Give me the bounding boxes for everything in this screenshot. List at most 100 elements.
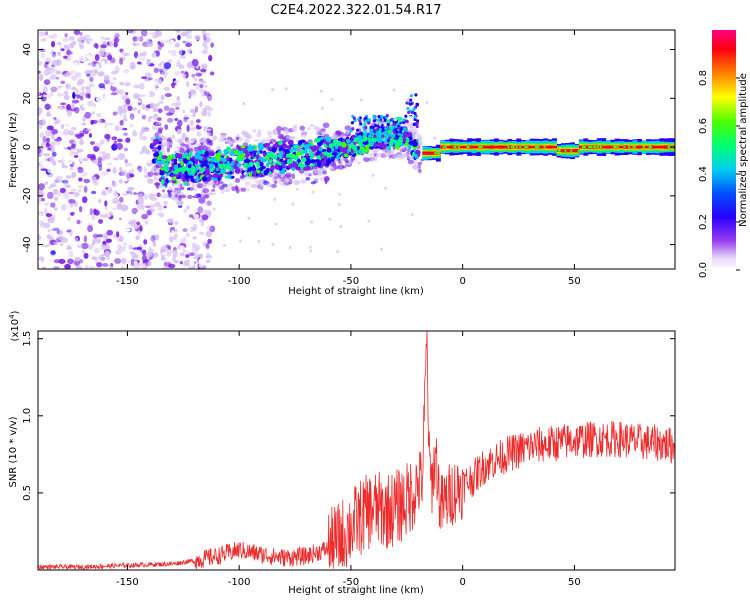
spectrogram-blob <box>170 230 175 237</box>
spectrogram-blob <box>66 244 72 250</box>
spectrogram-blob <box>204 84 208 88</box>
spectrogram-blob <box>81 242 89 250</box>
spectrogram-blob <box>44 31 49 36</box>
spectrogram-blob <box>198 258 205 266</box>
spectrogram-blob <box>68 199 76 204</box>
spectrogram-peak-segment <box>489 145 495 149</box>
spectrogram-blob <box>278 165 283 171</box>
spectrogram-blob <box>328 217 332 221</box>
spectrogram-blob <box>51 128 59 135</box>
spectrogram-blob <box>170 249 177 253</box>
spectrogram-blob <box>163 73 167 79</box>
spectrogram-blob <box>143 171 147 176</box>
spectrogram-blob <box>73 30 81 36</box>
spectrogram-blob <box>97 31 103 37</box>
spectrogram-blob <box>205 230 212 238</box>
spectrogram-blob <box>271 147 277 154</box>
spectrogram-blob <box>318 147 323 152</box>
spectrogram-blob <box>186 248 190 252</box>
spectrogram-blob <box>156 216 162 223</box>
spectrogram-blob <box>406 98 410 102</box>
spectrogram-blob <box>171 174 175 178</box>
spectrogram-blob <box>113 32 120 37</box>
spectrogram-blob <box>372 148 379 153</box>
spectrogram-blob <box>291 167 296 171</box>
spectrogram-blob <box>63 55 68 59</box>
spectrogram-blob <box>166 112 174 116</box>
spectrogram-blob <box>124 159 128 164</box>
spectrogram-blob <box>100 226 104 233</box>
spectrogram-blob <box>139 132 143 141</box>
spectrogram-blob <box>206 200 212 206</box>
spectrogram-blob <box>137 197 145 205</box>
spectrogram-blob <box>114 258 122 264</box>
spectrogram-blob <box>174 193 179 198</box>
spectrogram-blob <box>308 245 312 249</box>
spectrogram-blob <box>173 228 178 233</box>
spectrogram-blob <box>48 226 55 230</box>
spectrogram-blob <box>76 80 83 86</box>
spectrogram-peak-segment <box>543 145 549 149</box>
spectrogram-blob <box>191 58 199 67</box>
spectrogram-blob <box>179 260 183 265</box>
spectrogram-blob <box>278 180 284 185</box>
spectrogram-blob <box>79 96 84 100</box>
spectrogram-blob <box>161 70 169 76</box>
spectrogram-blob <box>140 109 147 117</box>
spectrogram-blob <box>152 166 157 171</box>
spectrogram-blob <box>38 43 43 47</box>
spectrogram-blob <box>119 191 127 195</box>
spectrogram-blob <box>151 211 159 217</box>
spectrogram-blob <box>51 214 56 221</box>
spectrogram-blob <box>125 137 131 143</box>
spectrogram-blob <box>42 265 47 269</box>
spectrogram-blob <box>191 73 196 78</box>
spectrogram-blob <box>91 190 97 195</box>
spectrogram-blob <box>386 119 390 124</box>
spectrogram-blob <box>85 216 90 224</box>
spectrogram-blob <box>219 173 223 178</box>
spectrogram-blob <box>105 110 111 118</box>
spectrogram-blob <box>203 34 207 41</box>
spectrogram-blob <box>62 38 70 43</box>
spectrogram-blob <box>81 196 88 204</box>
spectrogram-blob <box>192 150 198 155</box>
spectrogram-blob <box>51 59 59 66</box>
spectrogram-blob <box>40 162 47 165</box>
spectrogram-blob <box>240 160 244 164</box>
spectrogram-blob <box>166 166 170 171</box>
spectrogram-blob <box>158 212 165 218</box>
spectrogram-blob <box>125 92 129 96</box>
spectrogram-blob <box>184 114 188 118</box>
spectrogram-blob <box>135 211 140 216</box>
spectrogram-blob <box>136 36 141 42</box>
spectrogram-blob <box>198 231 205 235</box>
spectrogram-blob <box>49 146 55 153</box>
spectrogram-blob <box>83 178 91 184</box>
spectrogram-blob <box>135 128 141 134</box>
snr-xtick-label: 50 <box>568 577 581 588</box>
spectrogram-blob <box>60 80 66 85</box>
spectrogram-blob <box>537 145 540 149</box>
spectrogram-blob <box>151 201 156 205</box>
spectrogram-blob <box>43 94 47 98</box>
spectrogram-blob <box>118 126 124 131</box>
spectrogram-blob <box>78 205 83 213</box>
spectrogram-blob <box>250 184 258 188</box>
spectrogram-blob <box>143 263 147 266</box>
spectrogram-blob <box>356 150 363 154</box>
spectrogram-blob <box>241 130 246 136</box>
spectrogram-blob <box>132 129 138 137</box>
snr-panel: -150 -100 -50 0 50 0.5 1.0 1.5 Height of straig… <box>8 310 676 596</box>
spectrogram-blob <box>400 146 405 150</box>
spectrogram-blob <box>174 221 179 225</box>
spectrogram-blob <box>141 213 149 220</box>
spectrogram-blob <box>188 112 194 116</box>
spectrogram-blob <box>127 186 133 194</box>
spectrogram-blob <box>245 181 251 186</box>
spectrogram-blob <box>81 91 86 95</box>
spectrogram-blob <box>344 129 350 135</box>
spectrogram-blob <box>192 242 196 248</box>
spectrogram-blob <box>91 241 95 246</box>
spectrogram-blob <box>78 130 85 138</box>
